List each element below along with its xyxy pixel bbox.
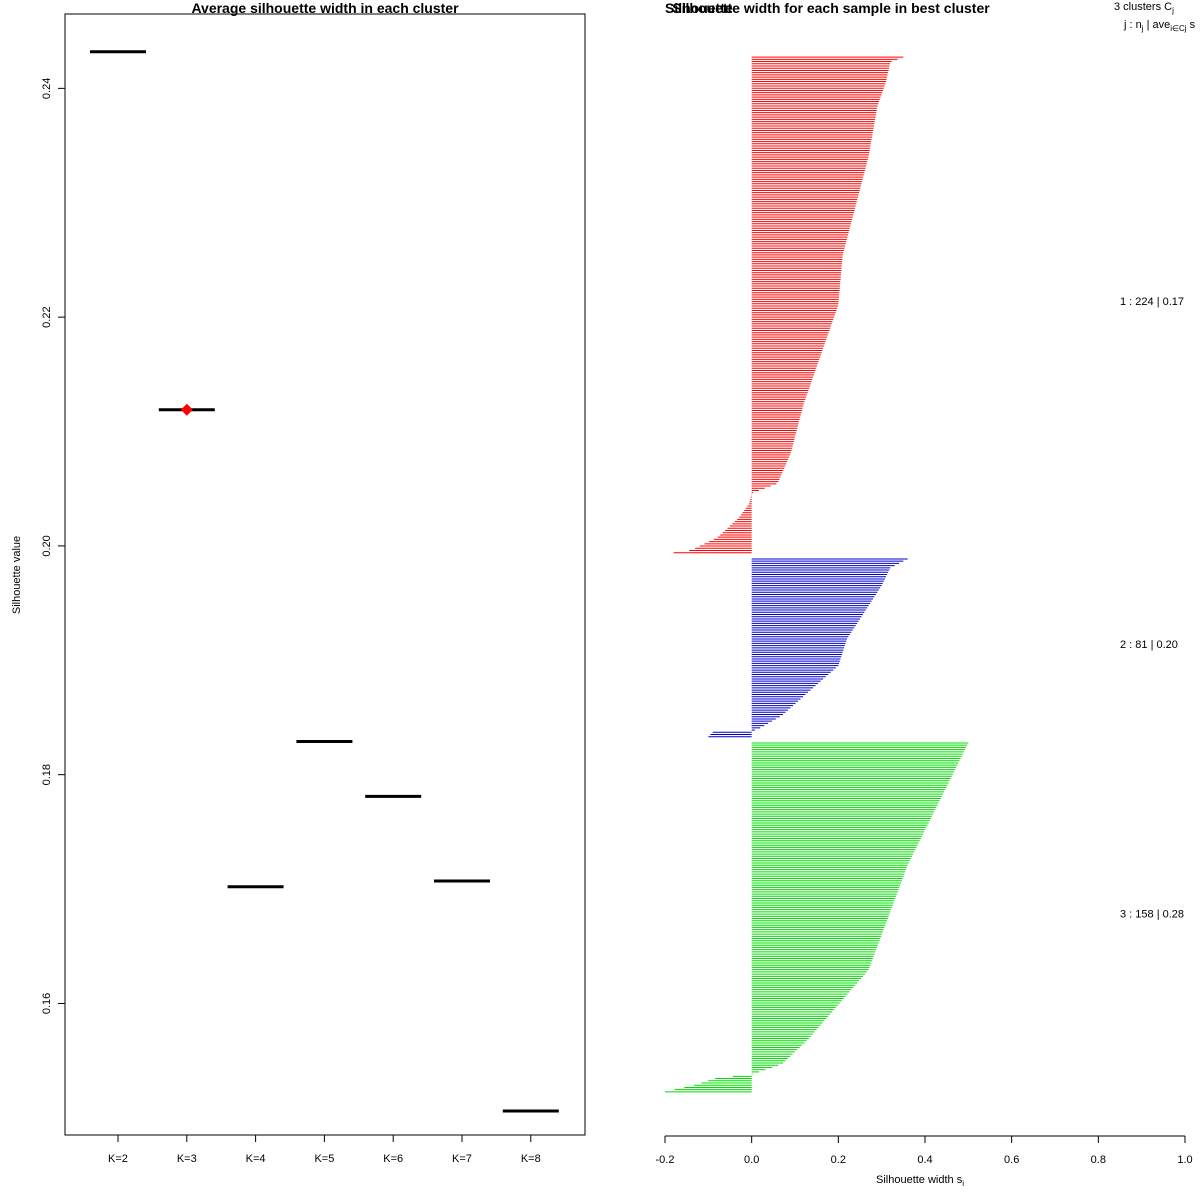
left-x-tick-label: K=8	[521, 1153, 541, 1165]
left-x-tick-label: K=5	[314, 1153, 334, 1165]
left-x-tick-label: K=3	[177, 1153, 197, 1165]
left-x-tick-label: K=4	[246, 1153, 266, 1165]
cluster-label-2: 2 : 81 | 0.20	[1120, 639, 1178, 651]
right-x-tick-label: -0.2	[656, 1154, 675, 1166]
left-y-tick-label: 0.24	[41, 78, 53, 99]
left-y-tick-label: 0.16	[41, 993, 53, 1014]
left-y-tick-label: 0.22	[41, 306, 53, 327]
cluster-label-3: 3 : 158 | 0.28	[1120, 908, 1184, 920]
right-x-tick-label: 0.6	[1004, 1154, 1019, 1166]
left-y-axis-label: Silhouette value	[11, 536, 23, 614]
right-x-tick-label: 0.2	[831, 1154, 846, 1166]
legend-header-line1: 3 clusters Cj	[1114, 1, 1174, 15]
silhouette-bars	[665, 56, 969, 1093]
right-x-axis-label: Silhouette width si	[876, 1174, 964, 1188]
right-x-axis: -0.2 0.0 0.2 0.4 0.6 0.8 1.0	[656, 1135, 1193, 1166]
right-x-tick-label: 1.0	[1177, 1154, 1192, 1166]
legend-header-line2: j : nj | avei∈Cj s	[1123, 19, 1196, 33]
left-x-tick-label: K=7	[452, 1153, 472, 1165]
cluster-legend-header: 3 clusters Cj j : nj | avei∈Cj s	[1114, 1, 1196, 33]
left-panel: Average silhouette width in each cluster…	[11, 0, 586, 1165]
left-x-axis: K=2 K=3 K=4 K=5 K=6 K=7 K=8	[108, 1134, 541, 1165]
best-k-marker	[180, 403, 193, 416]
cluster-labels: 1 : 224 | 0.17 2 : 81 | 0.20 3 : 158 | 0.2…	[1120, 296, 1184, 921]
left-x-tick-label: K=6	[383, 1153, 403, 1165]
right-title-overlap: Silhouette	[665, 0, 733, 16]
left-marks	[90, 50, 559, 1113]
left-y-tick-label: 0.20	[41, 535, 53, 556]
right-chart-title: Silhouette width for each sample in best…	[672, 0, 990, 16]
right-panel: Silhouette Silhouette width for each sam…	[656, 0, 1196, 1188]
right-x-tick-label: 0.8	[1091, 1154, 1106, 1166]
left-x-tick-label: K=2	[108, 1153, 128, 1165]
right-x-tick-label: 0.0	[744, 1154, 759, 1166]
left-plot-frame	[64, 13, 586, 1136]
right-x-tick-label: 0.4	[917, 1154, 932, 1166]
left-chart-title: Average silhouette width in each cluster	[191, 0, 459, 16]
left-y-axis: 0.16 0.18 0.20 0.22 0.24	[41, 78, 66, 1014]
left-y-tick-label: 0.18	[41, 764, 53, 785]
cluster-label-1: 1 : 224 | 0.17	[1120, 296, 1184, 308]
